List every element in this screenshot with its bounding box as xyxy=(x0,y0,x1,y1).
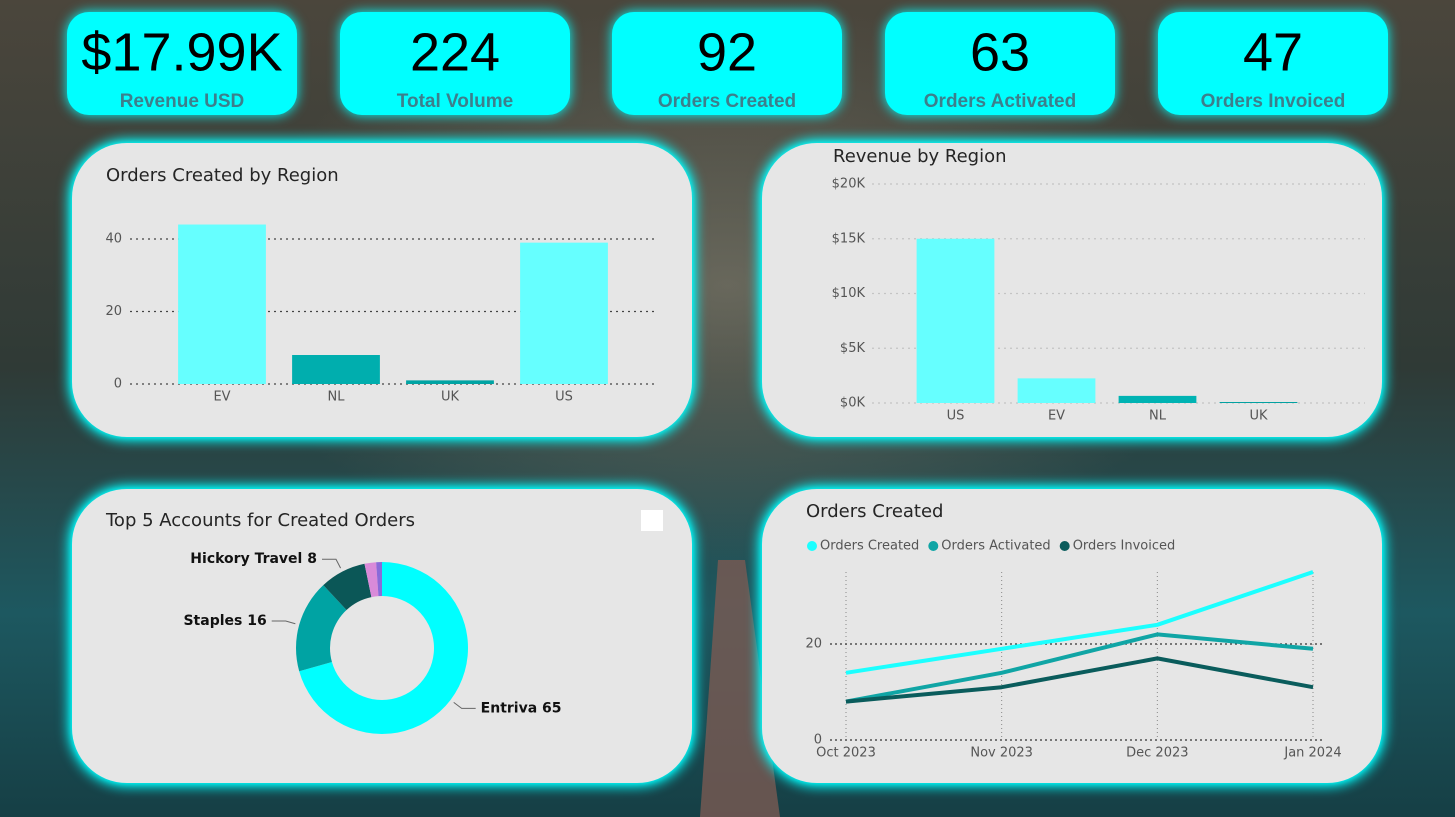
kpi-label: Orders Activated xyxy=(924,91,1076,112)
x-tick-label: Jan 2024 xyxy=(1283,746,1341,761)
y-tick-label: 20 xyxy=(105,304,122,319)
x-tick-label: EV xyxy=(213,390,230,405)
y-tick-label: $5K xyxy=(840,341,866,356)
x-tick-label: NL xyxy=(328,390,346,405)
kpi-label: Orders Invoiced xyxy=(1201,91,1346,112)
x-tick-label: NL xyxy=(1149,409,1167,424)
y-tick-label: 20 xyxy=(805,637,822,652)
y-tick-label: 40 xyxy=(105,232,122,247)
x-tick-label: Oct 2023 xyxy=(816,746,876,761)
chart-title: Revenue by Region xyxy=(833,146,1007,167)
bar xyxy=(520,242,608,384)
kpi-value: 47 xyxy=(1243,22,1303,82)
donut-label: Staples 16 xyxy=(183,613,266,629)
bar xyxy=(292,355,380,384)
chart-title: Orders Created xyxy=(806,501,944,522)
donut-slice xyxy=(299,562,468,734)
path-decor xyxy=(700,560,780,817)
bar xyxy=(406,380,494,384)
chart-panel xyxy=(72,489,692,783)
legend-marker xyxy=(928,541,939,551)
bar xyxy=(1017,378,1096,403)
kpi-value: 224 xyxy=(410,22,500,82)
kpi-label: Orders Created xyxy=(658,91,796,112)
bar xyxy=(178,224,266,384)
leader-line xyxy=(271,620,296,625)
donut-slice xyxy=(323,563,372,610)
bar xyxy=(916,238,995,403)
x-tick-label: US xyxy=(555,390,573,405)
leader-line xyxy=(453,701,476,709)
donut-label-value: 65 xyxy=(542,700,561,716)
donut-label-value: 16 xyxy=(247,613,266,629)
series-line xyxy=(845,570,1314,675)
donut-label-name: Hickory Travel xyxy=(190,551,302,567)
kpi-card xyxy=(340,12,570,115)
donut-slice xyxy=(296,585,347,672)
x-tick-label: UK xyxy=(1249,409,1268,424)
kpi-value: $17.99K xyxy=(81,22,282,82)
donut-label-name: Entriva xyxy=(481,700,538,716)
legend-label: Orders Created xyxy=(820,539,919,554)
y-tick-label: 0 xyxy=(114,377,122,392)
y-tick-label: $0K xyxy=(840,396,866,411)
y-tick-label: $10K xyxy=(832,286,866,301)
leader-line xyxy=(321,558,342,569)
kpi-label: Revenue USD xyxy=(120,91,245,112)
donut-label: Entriva 65 xyxy=(481,700,562,716)
y-tick-label: $15K xyxy=(832,231,866,246)
y-tick-label: 0 xyxy=(814,733,822,748)
legend-label: Orders Activated xyxy=(941,539,1050,554)
series-line xyxy=(845,632,1314,704)
kpi-value: 63 xyxy=(970,22,1030,82)
y-tick-label: $20K xyxy=(832,177,866,192)
donut-label-value: 8 xyxy=(307,551,317,567)
kpi-card xyxy=(1158,12,1388,115)
kpi-card xyxy=(612,12,842,115)
kpi-value: 92 xyxy=(697,22,757,82)
x-tick-label: UK xyxy=(441,390,460,405)
kpi-card xyxy=(885,12,1115,115)
chart-title: Top 5 Accounts for Created Orders xyxy=(105,510,415,531)
legend-marker xyxy=(807,541,817,551)
chart-title: Orders Created by Region xyxy=(106,165,339,186)
donut-label: Hickory Travel 8 xyxy=(190,551,317,567)
x-tick-label: Dec 2023 xyxy=(1126,746,1188,761)
x-tick-label: EV xyxy=(1048,409,1065,424)
kpi-label: Total Volume xyxy=(397,91,513,112)
x-tick-label: Nov 2023 xyxy=(970,746,1033,761)
legend-label: Orders Invoiced xyxy=(1073,539,1176,554)
donut-label-name: Staples xyxy=(183,613,242,629)
visual-placeholder xyxy=(641,510,663,531)
kpi-card xyxy=(67,12,297,115)
donut-slice xyxy=(376,562,382,597)
x-tick-label: US xyxy=(947,409,965,424)
series-line xyxy=(845,656,1314,704)
bar xyxy=(1219,402,1298,403)
legend-marker xyxy=(1059,541,1070,551)
donut-slice xyxy=(364,562,379,598)
bar xyxy=(1118,395,1197,403)
